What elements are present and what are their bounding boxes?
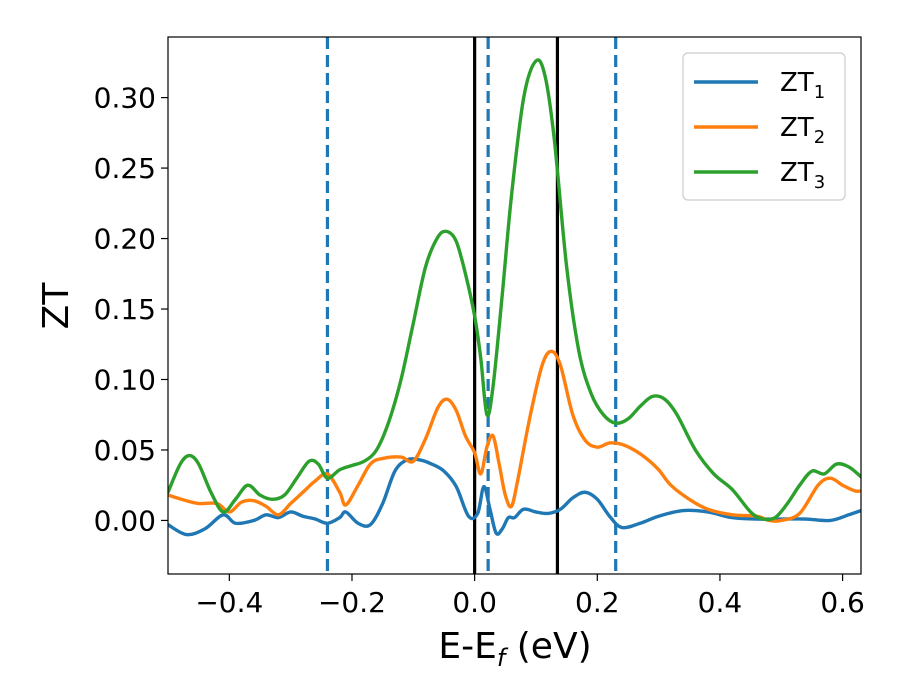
series-line-zt1: [168, 457, 861, 537]
legend-box: [682, 52, 846, 201]
x-tick-label: −0.2: [318, 586, 386, 619]
y-axis-title: ZT: [36, 282, 77, 330]
x-axis-title-unit: (eV): [505, 626, 591, 667]
x-axis-ticks: −0.4 −0.2 0.0 0.2 0.4 0.6: [195, 574, 865, 619]
series-line-zt3: [168, 58, 861, 522]
series-lines: [168, 58, 861, 537]
y-tick-label: 0.10: [94, 363, 156, 396]
y-axis-ticks: 0.00 0.05 0.10 0.15 0.20 0.25 0.30: [94, 82, 168, 537]
legend-label-zt2: ZT2: [780, 113, 825, 148]
legend-label-zt3: ZT3: [780, 158, 825, 193]
series-line-zt2: [168, 349, 861, 523]
x-tick-label: 0.6: [820, 586, 865, 619]
x-tick-label: 0.2: [575, 586, 620, 619]
y-tick-label: 0.05: [94, 434, 156, 467]
x-axis-title: E-Ef (eV): [438, 626, 591, 672]
x-axis-title-main: E-E: [438, 626, 496, 667]
x-tick-label: −0.4: [195, 586, 263, 619]
x-tick-label: 0.0: [452, 586, 497, 619]
y-tick-label: 0.15: [94, 293, 156, 326]
vertical-lines: [325, 37, 618, 574]
y-tick-label: 0.30: [94, 82, 156, 115]
plot-frame: [167, 36, 862, 575]
x-tick-label: 0.4: [698, 586, 743, 619]
legend-label-zt1: ZT1: [780, 68, 825, 103]
y-tick-label: 0.00: [94, 504, 156, 537]
legend: ZT1 ZT2 ZT3: [682, 52, 846, 201]
y-tick-label: 0.25: [94, 152, 156, 185]
y-tick-label: 0.20: [94, 223, 156, 256]
